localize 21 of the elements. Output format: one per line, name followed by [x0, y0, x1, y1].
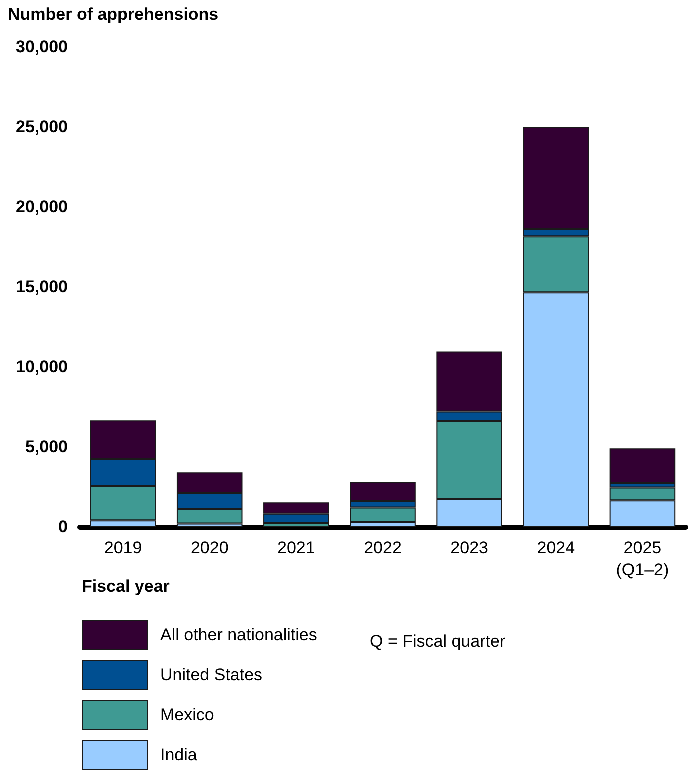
y-tick-label: 10,000	[16, 358, 68, 376]
y-axis-title: Number of apprehensions	[8, 5, 219, 24]
y-tick-label: 30,000	[16, 38, 68, 56]
legend-label: United States	[160, 666, 263, 684]
legend-label: Mexico	[160, 706, 214, 724]
legend-label: India	[160, 746, 198, 764]
x-tick-label: 2020	[190, 538, 229, 558]
x-tick-label: 2025 (Q1–2)	[616, 538, 670, 580]
legend-label: All other nationalities	[160, 626, 318, 644]
x-tick-label: 2019	[104, 538, 142, 558]
y-tick-label: 5,000	[25, 438, 68, 456]
text: Q = Fiscal quarter	[370, 632, 506, 651]
x-tick-label: 2021	[278, 538, 316, 558]
x-tick-label: 2023	[450, 538, 488, 558]
x-tick-label: 2022	[364, 538, 402, 558]
y-tick-label: 25,000	[16, 118, 68, 136]
y-tick-label: 15,000	[16, 278, 68, 296]
y-tick-label: 0	[58, 518, 68, 536]
x-axis-title: Fiscal year	[82, 577, 170, 596]
y-tick-label: 20,000	[16, 198, 68, 216]
x-tick-label: 2024	[537, 538, 576, 558]
